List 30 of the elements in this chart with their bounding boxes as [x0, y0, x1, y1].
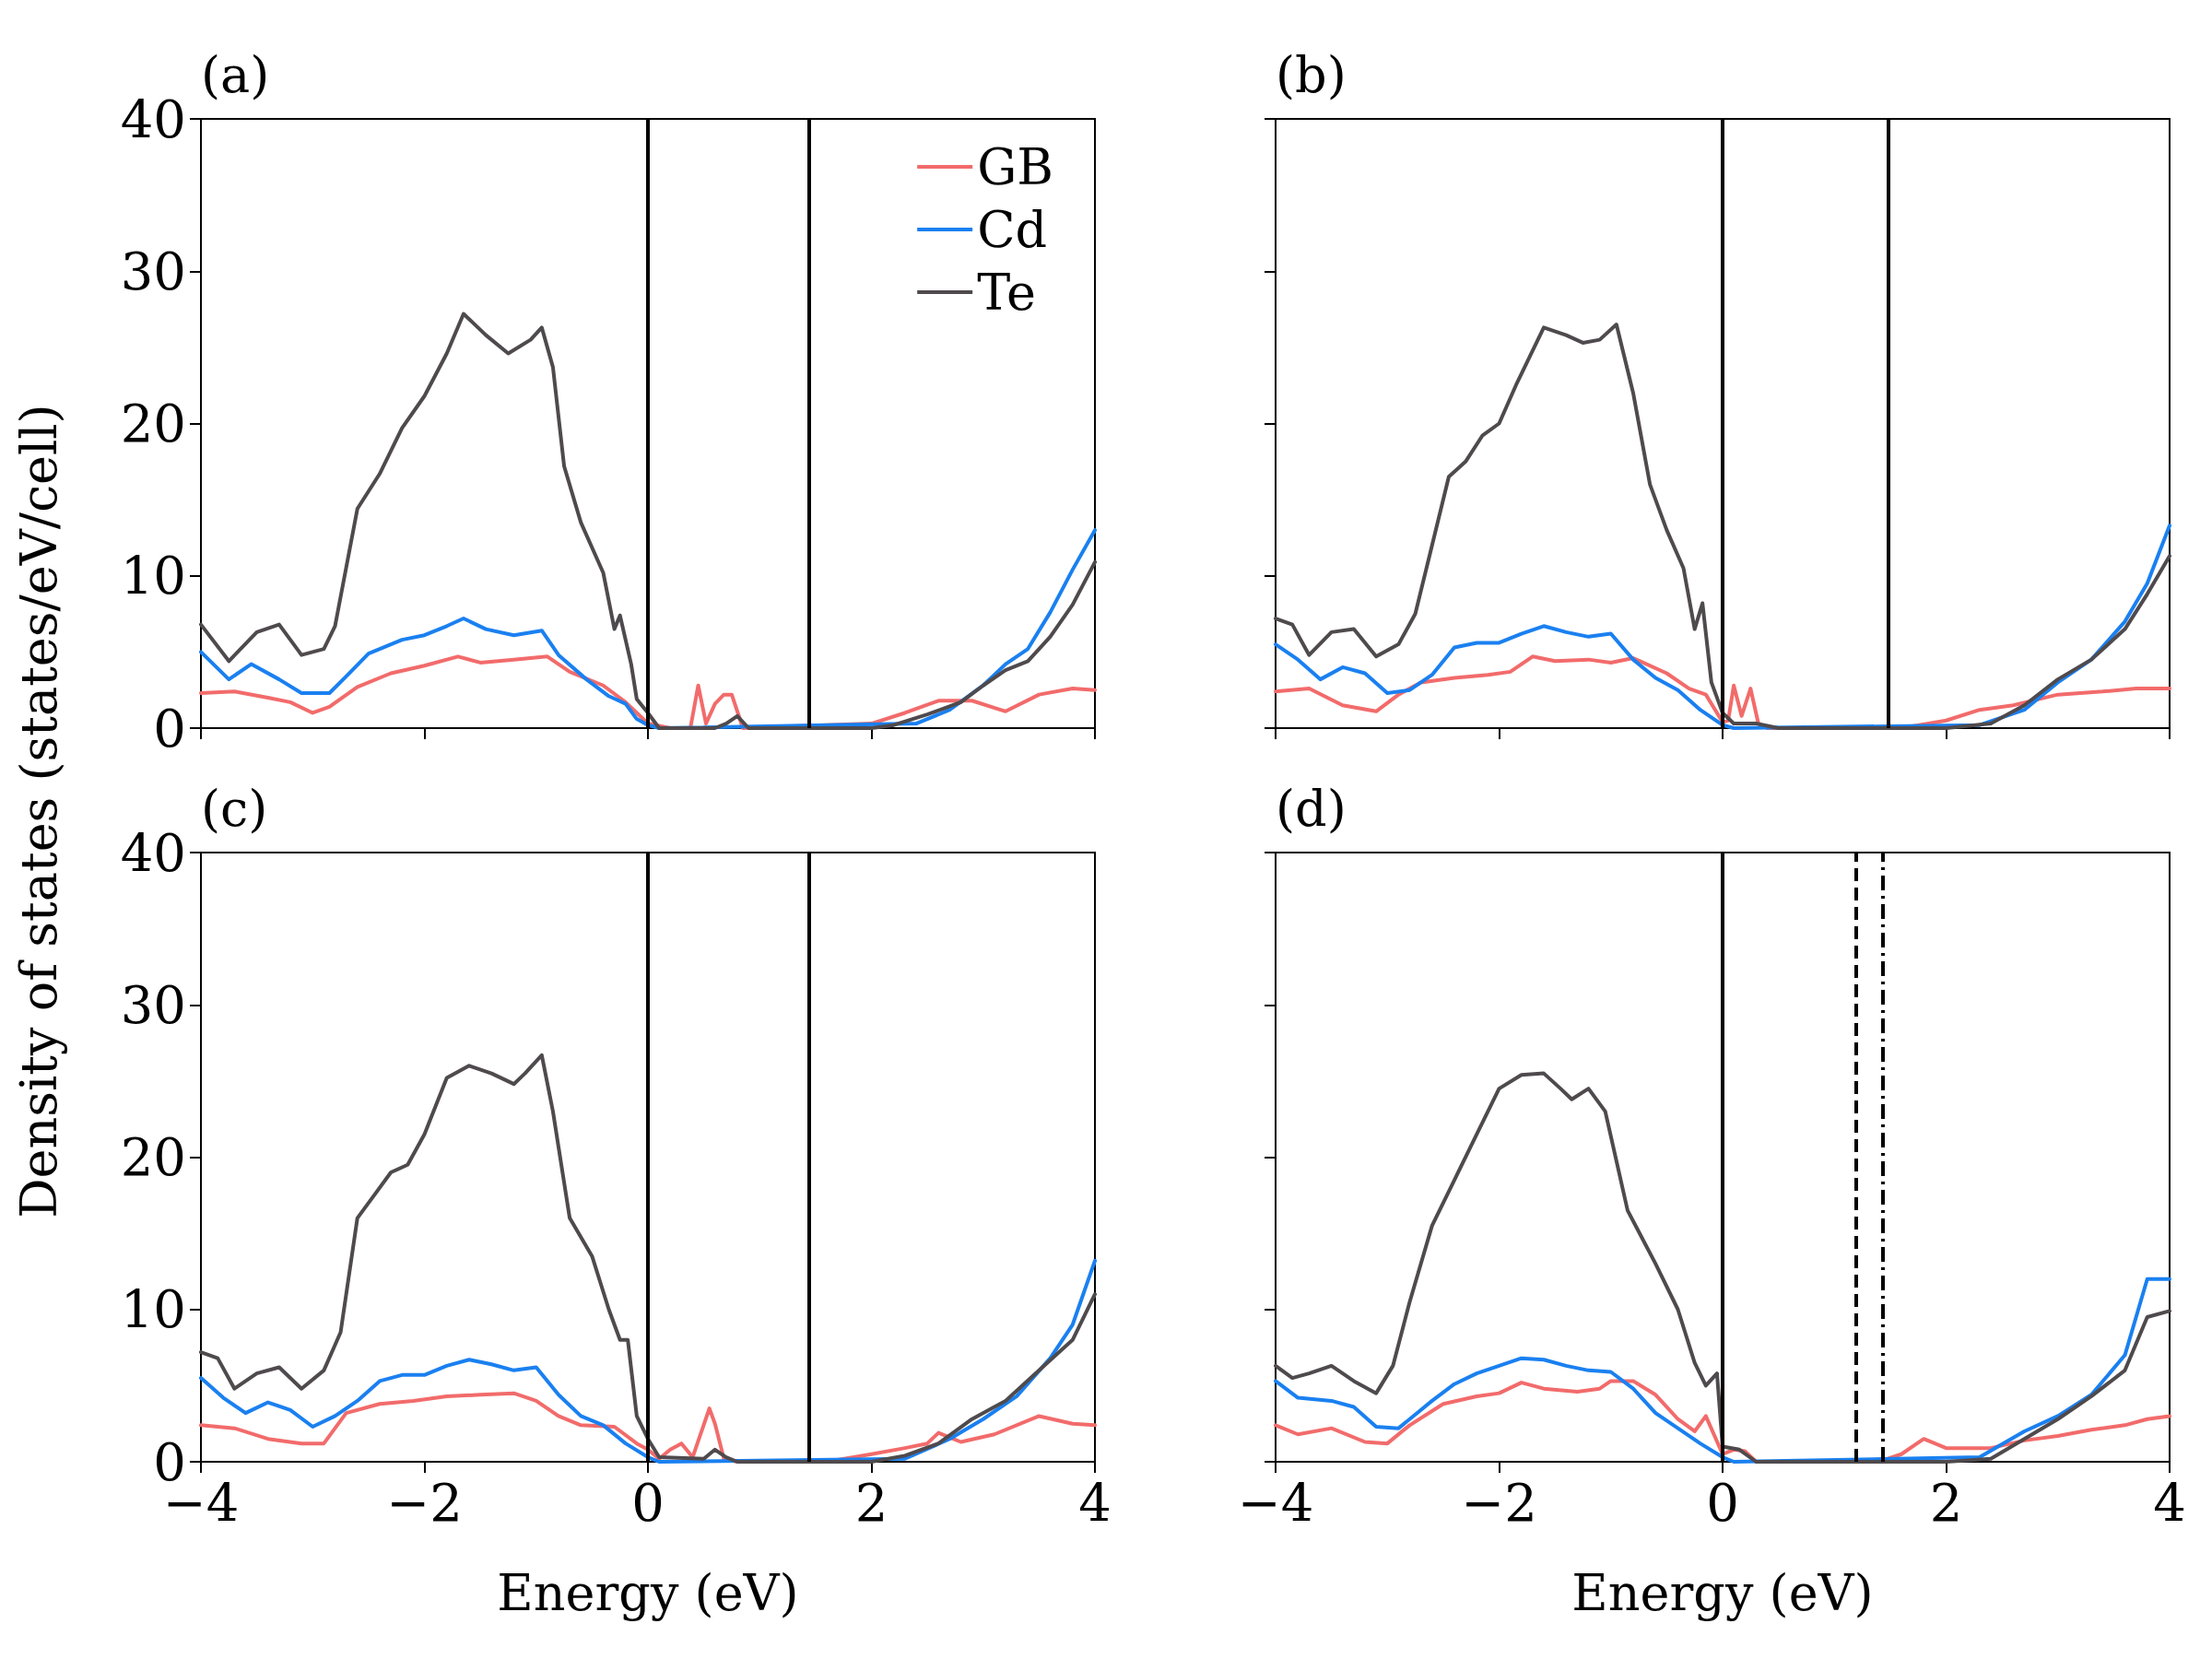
x-tick-label: −2: [386, 1472, 463, 1533]
line-series: [199, 1053, 1097, 1464]
y-tick-label: 20: [120, 1127, 186, 1187]
x-tick-label: 0: [1706, 1472, 1739, 1533]
legend-label: Cd: [977, 200, 1048, 259]
y-tick-label: 10: [120, 546, 186, 606]
x-tick-label: −2: [1461, 1472, 1537, 1533]
x-axis-title: Energy (eV): [1571, 1563, 1874, 1622]
chart-title: (b): [1276, 45, 1347, 104]
x-tick-label: 0: [631, 1472, 665, 1533]
y-tick-label: 0: [153, 698, 186, 759]
y-tick-label: 40: [120, 822, 186, 883]
chart-title: (c): [201, 779, 268, 838]
chart-title: (a): [201, 45, 270, 104]
y-tick-label: 30: [120, 241, 186, 301]
x-tick-label: −4: [1237, 1472, 1314, 1533]
x-tick-label: 4: [1078, 1472, 1112, 1533]
y-axis-title: Density of states (states/eV/cell): [9, 404, 68, 1218]
y-tick-label: 30: [120, 974, 186, 1035]
y-tick-label: 10: [120, 1279, 186, 1340]
legend-label: GB: [977, 137, 1054, 196]
line-series: [199, 312, 1097, 730]
x-tick-label: 2: [854, 1472, 888, 1533]
x-axis-title: Energy (eV): [497, 1563, 799, 1622]
x-tick-label: 4: [2153, 1472, 2186, 1533]
x-tick-label: 2: [1929, 1472, 1963, 1533]
chart-title: (d): [1276, 779, 1347, 838]
legend-label: Te: [977, 263, 1036, 322]
y-tick-label: 40: [120, 88, 186, 149]
y-tick-label: 20: [120, 394, 186, 453]
